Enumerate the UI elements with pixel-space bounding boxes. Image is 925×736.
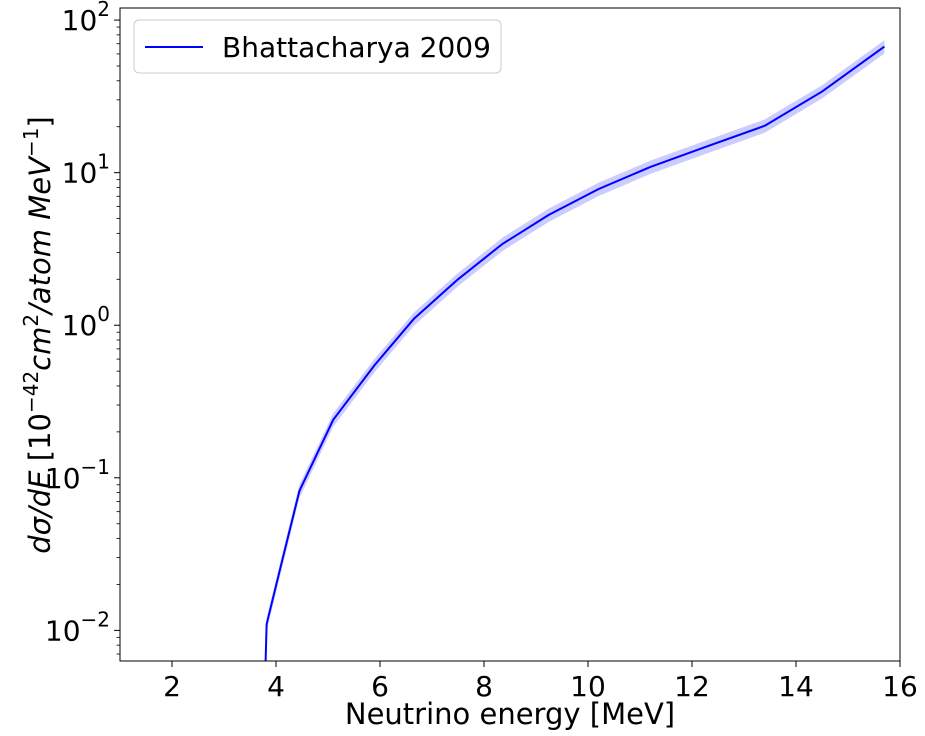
legend-box — [133, 19, 502, 74]
x-tick-label: 12 — [674, 670, 710, 703]
y-axis: 10−2 10−1 100 101 102 — [45, 0, 120, 655]
y-tick-label: 10−1 — [45, 455, 110, 495]
x-tick-label: 6 — [371, 670, 389, 703]
plot-frame — [119, 7, 901, 662]
x-tick-label: 8 — [475, 670, 493, 703]
y-tick-label: 102 — [62, 0, 110, 37]
legend: Bhattacharya 2009 — [133, 19, 502, 74]
x-axis: 2 4 6 8 10 12 14 16 — [163, 661, 918, 703]
x-tick-label: 10 — [570, 670, 606, 703]
series-0-uncertainty-band — [265, 40, 885, 661]
y-tick-label: 10−2 — [45, 607, 110, 647]
series-0-line — [264, 45, 885, 661]
legend-label: Bhattacharya 2009 — [222, 31, 491, 64]
x-tick-label: 4 — [267, 670, 285, 703]
x-tick-label: 14 — [778, 670, 814, 703]
y-axis-label: dσ/dE [10−42cm2/atom MeV−1] — [19, 116, 57, 554]
y-tick-label: 100 — [62, 302, 110, 342]
plot-area — [264, 40, 885, 661]
x-tick-label: 2 — [163, 670, 181, 703]
x-axis-label: Neutrino energy [MeV] — [345, 697, 675, 731]
y-tick-label: 101 — [62, 150, 110, 190]
x-tick-label: 16 — [882, 670, 918, 703]
